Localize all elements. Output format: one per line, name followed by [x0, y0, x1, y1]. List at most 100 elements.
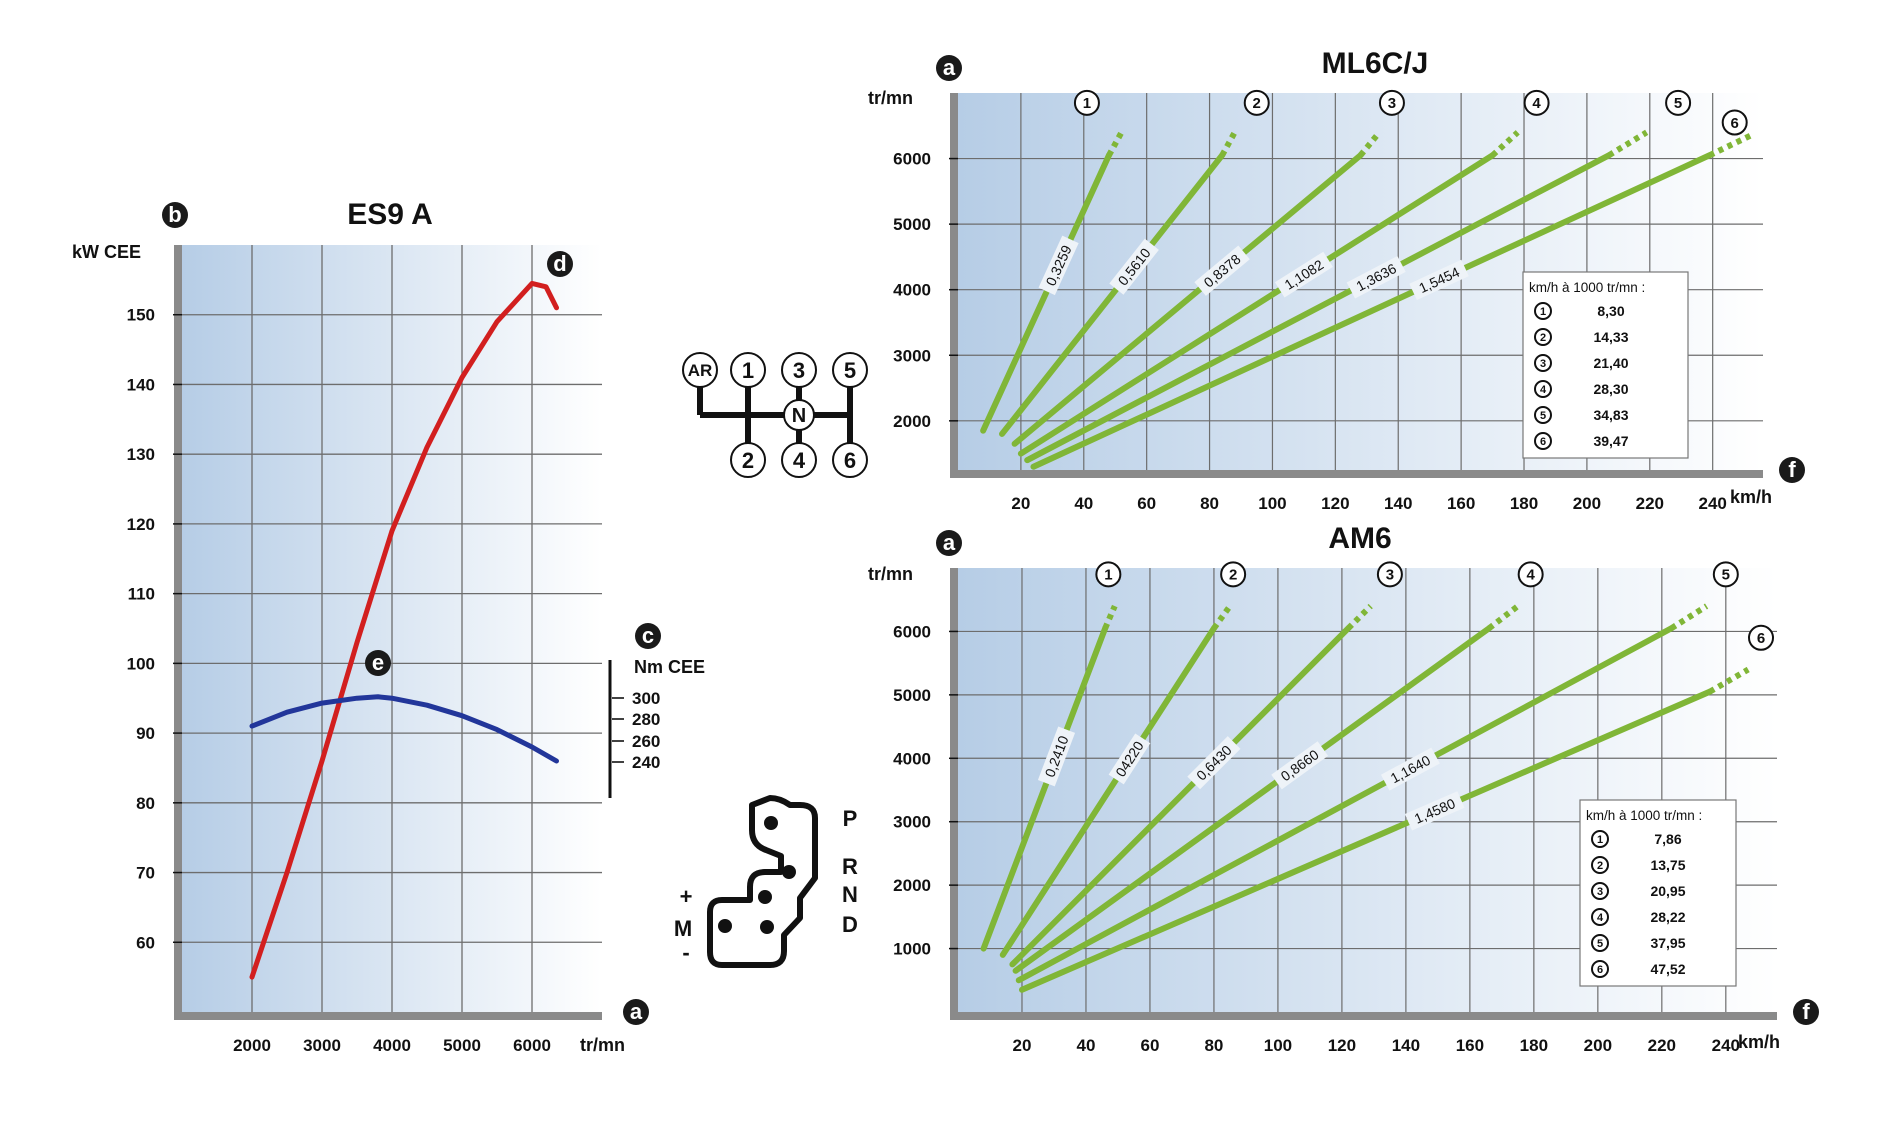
- x-axis-label: km/h: [1730, 487, 1772, 507]
- gear-4-marker: 4: [1517, 561, 1544, 588]
- y-tick-labels: 2000 3000 4000 5000 6000: [893, 150, 931, 431]
- legend-gear-2: 2: [1591, 856, 1609, 874]
- x-tick-label: 2000: [233, 1036, 271, 1055]
- gear-4-marker: 4: [1523, 89, 1550, 116]
- svg-text:a: a: [630, 999, 643, 1024]
- y-axis-label: kW CEE: [72, 242, 141, 262]
- y-tick-label: 4000: [893, 281, 931, 300]
- svg-text:a: a: [943, 530, 956, 555]
- svg-text:3: 3: [1597, 886, 1603, 898]
- svg-text:2: 2: [1253, 95, 1261, 112]
- x-tick-label: 120: [1328, 1036, 1356, 1055]
- torque-tick-label: 280: [632, 710, 660, 729]
- legend-value: 7,86: [1654, 831, 1681, 847]
- gear-4: 4: [781, 442, 817, 478]
- svg-text:4: 4: [1532, 95, 1541, 112]
- svg-text:1: 1: [742, 358, 754, 383]
- gear-3-marker: 3: [1378, 89, 1405, 116]
- gearbox-am6-chart: AM6 tr/mn km/h 100020003000400050006000 …: [868, 522, 1819, 1055]
- badge-a: a: [936, 530, 962, 556]
- frame-shadow-bottom: [950, 470, 1763, 478]
- x-tick-label: 60: [1137, 494, 1156, 513]
- gate-position-dot: [760, 920, 774, 934]
- svg-text:4: 4: [1597, 912, 1604, 924]
- x-tick-label: 4000: [373, 1036, 411, 1055]
- torque-tick-label: 240: [632, 753, 660, 772]
- gear-1: 1: [730, 352, 766, 388]
- x-axis-label: km/h: [1738, 1032, 1780, 1052]
- x-tick-label: 80: [1200, 494, 1219, 513]
- svg-text:1: 1: [1597, 834, 1603, 846]
- corner-badges: af: [936, 55, 1805, 483]
- svg-text:5: 5: [1722, 567, 1730, 584]
- legend-gear-2: 2: [1534, 328, 1552, 346]
- svg-text:3: 3: [1540, 358, 1546, 370]
- x-tick-label: 240: [1712, 1036, 1740, 1055]
- y-tick-label: 6000: [893, 150, 931, 169]
- badge-d: d: [547, 251, 573, 277]
- gate-label-P: P: [843, 806, 858, 831]
- gate-outline: [707, 795, 818, 968]
- frame-shadow-bottom: [950, 1012, 1777, 1020]
- x-tick-label: 40: [1074, 494, 1093, 513]
- y-tick-labels: 1000 2000 3000 4000 5000 6000: [893, 622, 931, 958]
- legend-title: km/h à 1000 tr/mn :: [1586, 808, 1702, 823]
- torque-tick-label: 260: [632, 732, 660, 751]
- badge-e: e: [365, 650, 391, 676]
- torque-tick-label: 300: [632, 689, 660, 708]
- svg-text:6: 6: [1757, 630, 1765, 647]
- gear-5-marker: 5: [1712, 561, 1739, 588]
- legend-value: 20,95: [1650, 883, 1685, 899]
- svg-text:2: 2: [1597, 860, 1603, 872]
- y-tick-label: 5000: [893, 686, 931, 705]
- svg-text:f: f: [1802, 999, 1810, 1024]
- legend-gear-1: 1: [1591, 830, 1609, 848]
- y-tick-label: 110: [128, 585, 155, 604]
- x-tick-label: 3000: [303, 1036, 341, 1055]
- x-tick-label: 100: [1264, 1036, 1292, 1055]
- badge-f: f: [1779, 457, 1805, 483]
- legend-value: 37,95: [1650, 935, 1685, 951]
- corner-badges: b d e c a: [162, 202, 661, 1025]
- svg-text:5: 5: [1540, 410, 1546, 422]
- x-tick-label: 160: [1456, 1036, 1484, 1055]
- gate-label-D: D: [842, 912, 858, 937]
- torque-curve: [249, 694, 559, 764]
- y-tick-label: 60: [136, 933, 155, 952]
- x-tick-label: 140: [1384, 494, 1412, 513]
- y-tick-label: 100: [127, 654, 155, 673]
- svg-text:6: 6: [1597, 964, 1603, 976]
- y-tick-label: 2000: [893, 412, 931, 431]
- x-tick-labels: 20 40 60 80 100 120 140 160 180 200 220 240: [1013, 1036, 1740, 1055]
- svg-text:1: 1: [1083, 95, 1091, 112]
- svg-text:2: 2: [1540, 332, 1546, 344]
- gear-6-marker: 6: [1748, 624, 1775, 651]
- svg-text:b: b: [168, 202, 181, 227]
- gate-label-R: R: [842, 854, 858, 879]
- x-tick-label: 220: [1636, 494, 1664, 513]
- y-axis-label: tr/mn: [868, 564, 913, 584]
- legend-gear-6: 6: [1591, 960, 1609, 978]
- neutral: N: [783, 399, 815, 431]
- legend-gear-5: 5: [1591, 934, 1609, 952]
- corner-badges: af: [936, 530, 1819, 1025]
- x-tick-label: 200: [1573, 494, 1601, 513]
- x-tick-label: 180: [1510, 494, 1538, 513]
- gear-1-marker: 1: [1073, 89, 1100, 116]
- manual-shift-pattern-icon: AR 1 3 5 2 4 6 N: [682, 352, 868, 478]
- svg-text:3: 3: [1388, 95, 1396, 112]
- svg-text:3: 3: [1386, 567, 1394, 584]
- svg-text:AR: AR: [688, 361, 713, 380]
- x-tick-label: 180: [1520, 1036, 1548, 1055]
- svg-text:f: f: [1788, 457, 1796, 482]
- series: [249, 280, 559, 980]
- x-tick-label: 6000: [513, 1036, 551, 1055]
- svg-text:5: 5: [1674, 95, 1682, 112]
- gear-1-line: 10,2410: [980, 561, 1122, 952]
- y-tick-label: 1000: [893, 940, 931, 959]
- frame-shadow-left: [950, 568, 958, 1020]
- x-tick-label: 120: [1321, 494, 1349, 513]
- gate-label-N: N: [842, 882, 858, 907]
- x-tick-label: 240: [1699, 494, 1727, 513]
- chart-grid: [173, 245, 602, 1012]
